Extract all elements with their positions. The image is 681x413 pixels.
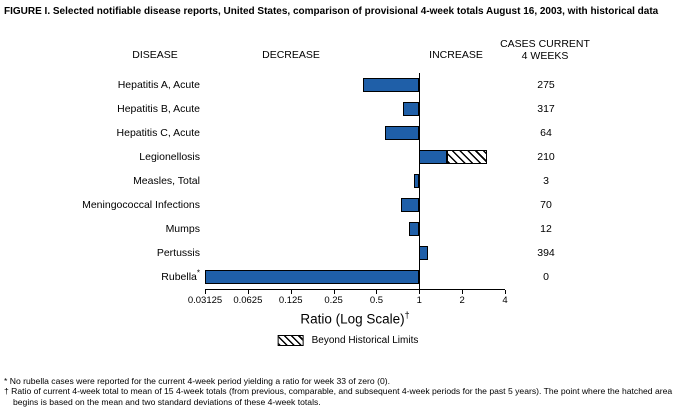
disease-label: Hepatitis B, Acute <box>117 103 200 115</box>
axis-tick <box>505 290 506 294</box>
axis-tick-label: 4 <box>502 295 508 306</box>
footnotes: * No rubella cases were reported for the… <box>4 376 678 407</box>
axis-tick <box>419 290 421 294</box>
figure-title: FIGURE I. Selected notifiable disease re… <box>4 6 659 17</box>
cases-value: 70 <box>540 199 552 211</box>
cases-value: 275 <box>537 79 555 91</box>
axis-tick <box>205 290 206 294</box>
hatched-swatch-icon <box>277 335 304 346</box>
footnote-text: No rubella cases were reported for the c… <box>9 376 390 386</box>
cases-value: 317 <box>537 103 555 115</box>
cases-value: 210 <box>537 151 555 163</box>
axis-tick-label: 0.125 <box>278 295 303 306</box>
bar-chart: Hepatitis A, Acute 275 Hepatitis B, Acute 3… <box>0 73 681 289</box>
chart-row: Hepatitis A, Acute 275 <box>0 73 681 97</box>
cases-value: 12 <box>540 223 552 235</box>
bar-track <box>205 241 505 265</box>
column-header-decrease: DECREASE <box>262 49 320 61</box>
cases-value: 394 <box>537 247 555 259</box>
disease-label: Meningococcal Infections <box>82 199 200 211</box>
chart-row: Mumps 12 <box>0 217 681 241</box>
increase-bar <box>419 246 429 260</box>
footnote-marker: * <box>196 268 200 278</box>
cases-value: 64 <box>540 127 552 139</box>
bar-track <box>205 265 505 289</box>
bar-track <box>205 217 505 241</box>
axis-tick-label: 0.5 <box>369 295 384 306</box>
decrease-bar <box>414 174 420 188</box>
bar-track <box>205 97 505 121</box>
chart-row: Hepatitis C, Acute 64 <box>0 121 681 145</box>
disease-label: Rubella* <box>161 268 200 283</box>
axis-tick <box>462 290 464 294</box>
decrease-bar <box>408 222 420 236</box>
bar-track <box>205 169 505 193</box>
disease-label: Pertussis <box>156 247 200 259</box>
x-axis-title-dagger: † <box>404 310 410 320</box>
column-header-cases: CASES CURRENT 4 WEEKS <box>500 38 590 62</box>
axis-tick-label: 1 <box>416 295 422 306</box>
chart-row: Legionellosis 210 <box>0 145 681 169</box>
decrease-bar <box>403 102 420 116</box>
axis-tick <box>333 290 335 294</box>
axis-tick-label: 0.25 <box>324 295 343 306</box>
disease-label: Measles, Total <box>133 175 200 187</box>
footnote-marker: * <box>4 376 8 386</box>
disease-label: Hepatitis C, Acute <box>116 127 200 139</box>
footnote-marker: † <box>4 386 9 397</box>
axis-tick <box>376 290 378 294</box>
cases-value: 3 <box>543 175 549 187</box>
column-header-increase: INCREASE <box>429 49 483 61</box>
cases-header-line2: 4 WEEKS <box>521 50 569 63</box>
footnote-text: Ratio of current 4-week total to mean of… <box>11 386 673 407</box>
decrease-bar <box>400 198 420 212</box>
increase-bar <box>419 150 448 164</box>
cases-header-line1: CASES CURRENT <box>500 38 590 50</box>
disease-label: Mumps <box>165 223 200 235</box>
axis-tick <box>247 290 249 294</box>
chart-row: Meningococcal Infections 70 <box>0 193 681 217</box>
disease-label: Hepatitis A, Acute <box>117 79 200 91</box>
disease-label: Legionellosis <box>139 151 200 163</box>
cases-value: 0 <box>543 271 549 283</box>
column-header-disease: DISEASE <box>132 49 178 61</box>
axis-tick-label: 0.03125 <box>187 295 223 306</box>
x-axis-title: Ratio (Log Scale)† <box>300 310 409 327</box>
beyond-limit-bar <box>447 150 488 164</box>
footnote-rubella: * No rubella cases were reported for the… <box>4 376 678 386</box>
decrease-bar <box>205 270 420 284</box>
bar-track <box>205 193 505 217</box>
bar-track <box>205 73 505 97</box>
axis-tick <box>290 290 292 294</box>
chart-row: Pertussis 394 <box>0 241 681 265</box>
legend: Beyond Historical Limits <box>277 335 419 346</box>
footnote-ratio: † Ratio of current 4-week total to mean … <box>4 386 678 407</box>
chart-row: Measles, Total 3 <box>0 169 681 193</box>
bar-track <box>205 121 505 145</box>
chart-row: Hepatitis B, Acute 317 <box>0 97 681 121</box>
decrease-bar <box>362 78 420 92</box>
bar-track <box>205 145 505 169</box>
axis-tick-label: 2 <box>459 295 465 306</box>
decrease-bar <box>384 126 420 140</box>
x-axis-title-text: Ratio (Log Scale) <box>300 311 405 327</box>
legend-label: Beyond Historical Limits <box>311 335 419 346</box>
axis-tick-label: 0.0625 <box>233 295 263 306</box>
chart-row: Rubella* 0 <box>0 265 681 289</box>
